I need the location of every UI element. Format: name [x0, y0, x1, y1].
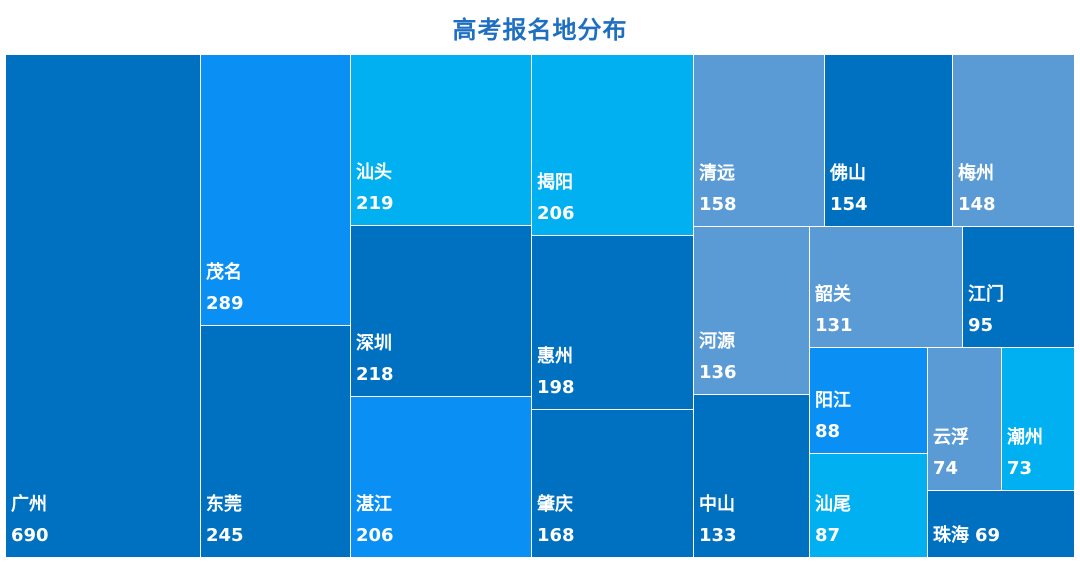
tile-value: 289: [206, 293, 244, 314]
tile-value: 154: [830, 194, 868, 215]
treemap-tile: 江门 95: [962, 226, 1075, 348]
tile-label: 湛江 206: [356, 489, 394, 551]
tile-value: 148: [958, 194, 996, 215]
tile-name: 河源: [699, 331, 735, 352]
tile-name: 深圳: [356, 333, 392, 354]
tile-value: 198: [537, 377, 575, 398]
treemap-tile: 云浮 74: [927, 347, 1002, 491]
treemap-tile: 湛江 206: [350, 396, 532, 558]
treemap-tile: 潮州 73: [1001, 347, 1075, 491]
tile-label: 韶关 131: [815, 279, 853, 341]
tile-value: 95: [968, 315, 994, 336]
tile-name: 梅州: [958, 163, 994, 184]
treemap-tile: 珠海 69: [927, 490, 1075, 558]
tile-name: 汕头: [356, 162, 392, 183]
tile-value: 218: [356, 364, 394, 385]
treemap-tile: 汕头 219: [350, 54, 532, 226]
treemap-tile: 深圳 218: [350, 225, 532, 397]
tile-label: 汕头 219: [356, 157, 394, 219]
tile-name: 佛山: [830, 163, 866, 184]
tile-label: 惠州 198: [537, 341, 575, 403]
treemap-tile: 惠州 198: [531, 235, 694, 410]
tile-label: 深圳 218: [356, 328, 394, 390]
tile-name: 汕尾: [815, 494, 851, 515]
tile-value: 131: [815, 315, 853, 336]
treemap-tile: 汕尾 87: [809, 453, 928, 558]
treemap-tile: 阳江 88: [809, 347, 928, 454]
tile-label: 阳江 88: [815, 385, 851, 447]
tile-label: 江门 95: [968, 279, 1004, 341]
tile-name: 韶关: [815, 284, 851, 305]
tile-label: 汕尾 87: [815, 489, 851, 551]
tile-name: 中山: [699, 494, 735, 515]
tile-value: 206: [356, 525, 394, 546]
treemap-tile: 河源 136: [693, 226, 810, 395]
tile-name: 肇庆: [537, 494, 573, 515]
treemap-tile: 肇庆 168: [531, 409, 694, 558]
treemap-tile: 佛山 154: [824, 54, 953, 227]
tile-label: 肇庆 168: [537, 489, 575, 551]
treemap-tile: 东莞 245: [200, 325, 351, 558]
tile-label: 中山 133: [699, 489, 737, 551]
tile-value: 206: [537, 203, 575, 224]
tile-name: 江门: [968, 284, 1004, 305]
tile-label: 茂名 289: [206, 257, 244, 319]
tile-name: 云浮: [933, 427, 969, 448]
tile-value: 133: [699, 525, 737, 546]
tile-name: 东莞: [206, 494, 242, 515]
tile-value: 87: [815, 525, 841, 546]
treemap-tile: 揭阳 206: [531, 54, 694, 236]
tile-label: 东莞 245: [206, 489, 244, 551]
tile-name: 湛江: [356, 494, 392, 515]
treemap-tile: 茂名 289: [200, 54, 351, 326]
tile-name: 广州: [11, 494, 47, 515]
tile-value: 136: [699, 362, 737, 383]
treemap-tile: 广州 690: [5, 54, 201, 558]
tile-name: 惠州: [537, 346, 573, 367]
tile-value: 88: [815, 421, 841, 442]
tile-name: 茂名: [206, 262, 242, 283]
tile-value: 69: [975, 525, 1001, 546]
tile-label: 梅州 148: [958, 158, 996, 220]
tile-label: 云浮 74: [933, 422, 969, 484]
tile-name: 阳江: [815, 390, 851, 411]
tile-value: 245: [206, 525, 244, 546]
chart-title: 高考报名地分布: [452, 16, 628, 44]
treemap-tile: 中山 133: [693, 394, 810, 558]
tile-label: 潮州 73: [1007, 422, 1043, 484]
tile-value: 74: [933, 458, 959, 479]
tile-name: 清远: [699, 163, 735, 184]
tile-value: 158: [699, 194, 737, 215]
tile-name: 珠海: [933, 525, 969, 546]
tile-value: 690: [11, 525, 49, 546]
tile-value: 73: [1007, 458, 1033, 479]
tile-name: 揭阳: [537, 172, 573, 193]
treemap-tile: 清远 158: [693, 54, 825, 227]
tile-label: 佛山 154: [830, 158, 868, 220]
tile-label: 河源 136: [699, 326, 737, 388]
tile-label: 清远 158: [699, 158, 737, 220]
treemap-tile: 梅州 148: [952, 54, 1075, 227]
tile-label: 揭阳 206: [537, 167, 575, 229]
tile-value: 219: [356, 193, 394, 214]
tile-name: 潮州: [1007, 427, 1043, 448]
tile-label: 珠海 69: [933, 520, 1000, 551]
treemap-tile: 韶关 131: [809, 226, 963, 348]
tile-label: 广州 690: [11, 489, 49, 551]
tile-value: 168: [537, 525, 575, 546]
